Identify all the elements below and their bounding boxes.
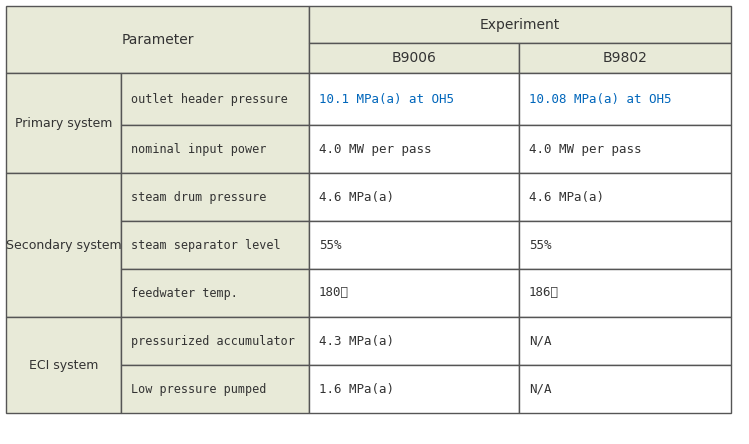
Text: steam drum pressure: steam drum pressure <box>131 190 267 203</box>
Text: N/A: N/A <box>529 382 551 396</box>
Text: nominal input power: nominal input power <box>131 143 267 155</box>
Bar <box>309 365 519 413</box>
Bar <box>121 317 309 365</box>
Text: outlet header pressure: outlet header pressure <box>131 92 288 106</box>
Bar <box>519 269 731 317</box>
Bar <box>519 125 731 173</box>
Text: Primary system: Primary system <box>15 116 112 130</box>
Bar <box>309 125 519 173</box>
Bar <box>309 173 519 221</box>
Bar <box>6 173 121 317</box>
Bar <box>519 365 731 413</box>
Bar <box>519 173 731 221</box>
Bar <box>309 221 519 269</box>
Text: Secondary system: Secondary system <box>6 238 121 251</box>
Text: N/A: N/A <box>529 334 551 348</box>
Bar <box>309 73 519 125</box>
Bar <box>121 269 309 317</box>
Text: 180℃: 180℃ <box>319 286 349 300</box>
Bar <box>6 6 309 73</box>
Text: Parameter: Parameter <box>121 32 194 47</box>
Bar <box>6 317 121 413</box>
Text: 10.08 MPa(a) at OH5: 10.08 MPa(a) at OH5 <box>529 92 672 106</box>
Bar <box>121 173 309 221</box>
Bar <box>121 365 309 413</box>
Bar <box>309 269 519 317</box>
Text: steam separator level: steam separator level <box>131 238 281 251</box>
Bar <box>519 221 731 269</box>
Bar <box>519 317 731 365</box>
Text: Low pressure pumped: Low pressure pumped <box>131 382 267 396</box>
Text: 4.6 MPa(a): 4.6 MPa(a) <box>319 190 394 203</box>
Text: 55%: 55% <box>319 238 342 251</box>
Bar <box>309 317 519 365</box>
Bar <box>519 73 731 125</box>
Bar <box>519 43 731 73</box>
Text: 4.6 MPa(a): 4.6 MPa(a) <box>529 190 604 203</box>
Text: pressurized accumulator: pressurized accumulator <box>131 334 295 348</box>
Text: Experiment: Experiment <box>480 17 560 32</box>
Bar <box>6 73 121 173</box>
Text: 186℃: 186℃ <box>529 286 559 300</box>
Text: feedwater temp.: feedwater temp. <box>131 286 238 300</box>
Text: ECI system: ECI system <box>28 358 98 372</box>
Bar <box>309 6 731 43</box>
Text: 4.3 MPa(a): 4.3 MPa(a) <box>319 334 394 348</box>
Text: 4.0 MW per pass: 4.0 MW per pass <box>529 143 641 155</box>
Text: B9006: B9006 <box>392 51 437 65</box>
Text: 1.6 MPa(a): 1.6 MPa(a) <box>319 382 394 396</box>
Text: 4.0 MW per pass: 4.0 MW per pass <box>319 143 431 155</box>
Bar <box>121 125 309 173</box>
Text: B9802: B9802 <box>602 51 647 65</box>
Bar <box>121 73 309 125</box>
Text: 55%: 55% <box>529 238 551 251</box>
Bar <box>309 43 519 73</box>
Text: 10.1 MPa(a) at OH5: 10.1 MPa(a) at OH5 <box>319 92 454 106</box>
Bar <box>121 221 309 269</box>
